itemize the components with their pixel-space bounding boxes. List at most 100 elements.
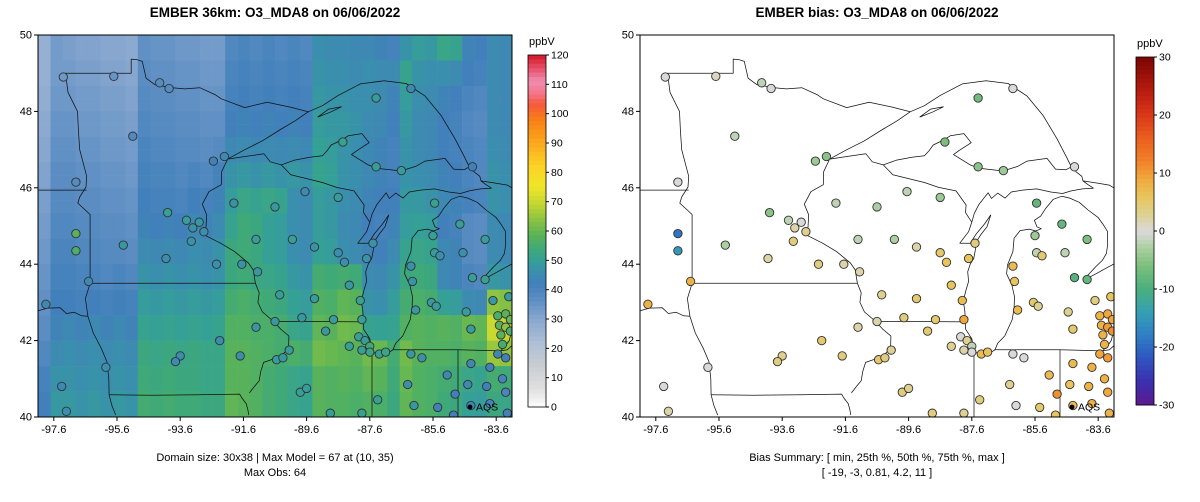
colorbar-tick-label: 30 (551, 314, 563, 326)
station-marker-obs (57, 381, 67, 392)
colorbar-tick-label: 40 (551, 284, 563, 296)
station-marker-bias (643, 299, 653, 309)
station-marker-bias (660, 72, 670, 82)
station-marker-bias (922, 326, 933, 336)
x-tick-label: -95.6 (706, 424, 731, 436)
station-marker-obs (396, 165, 407, 176)
station-marker-bias (766, 83, 776, 94)
station-marker-bias (903, 383, 914, 394)
colorbar-tick-label: 0 (1159, 226, 1165, 238)
station-marker-bias (959, 408, 969, 417)
y-tick-label: 44 (622, 259, 634, 271)
station-marker-bias (1057, 219, 1067, 229)
left-caption-line2: Max Obs: 64 (243, 467, 307, 479)
border-line (308, 80, 470, 167)
border-line (994, 195, 1114, 352)
station-marker-obs (461, 307, 471, 317)
station-marker-bias (854, 267, 865, 277)
station-marker-obs (208, 156, 219, 166)
station-marker-obs (328, 314, 339, 325)
border-line (829, 153, 884, 166)
border-line (687, 283, 712, 395)
station-marker-bias (685, 276, 696, 287)
station-marker-obs (458, 248, 468, 258)
station-marker-obs (71, 177, 81, 187)
left-panel-title: EMBER 36km: O3_MDA8 on 06/06/2022 (149, 5, 401, 20)
station-marker-obs (493, 311, 503, 321)
station-marker-bias (1037, 251, 1047, 261)
station-marker-obs (237, 259, 247, 269)
right-colorbar: 30 20 10 0 -10 -20 -30 ppbV (1135, 38, 1174, 412)
station-marker-bias (1044, 370, 1054, 380)
station-marker-obs (170, 356, 181, 367)
border-line (883, 164, 973, 223)
station-marker-obs (333, 248, 343, 258)
station-marker-bias (1030, 230, 1040, 241)
x-tick-label: -89.6 (896, 424, 921, 436)
border-line (369, 187, 492, 223)
colorbar-tick-label: 20 (551, 343, 563, 355)
border-line (85, 283, 110, 395)
station-marker-obs (355, 295, 365, 306)
station-marker-bias (673, 177, 683, 187)
station-marker-obs (406, 349, 416, 359)
station-marker-bias (831, 198, 841, 208)
station-marker-obs (284, 345, 294, 355)
colorbar-tick-label: 70 (551, 196, 563, 208)
border-line (281, 133, 470, 172)
station-marker-obs (467, 162, 478, 172)
station-marker-bias (957, 295, 967, 306)
station-marker-bias (1099, 374, 1110, 384)
station-marker-bias (899, 313, 909, 323)
station-marker-obs (71, 228, 81, 239)
station-marker-bias (659, 381, 669, 392)
colorbar-tick-label: 20 (1159, 110, 1171, 122)
station-marker-bias (941, 257, 952, 267)
border-line (227, 153, 282, 166)
colorbar-tick-label: 100 (551, 108, 569, 120)
station-marker-bias (1082, 234, 1092, 245)
station-marker-bias (711, 71, 721, 81)
plot-frame (37, 34, 513, 418)
border-line (803, 158, 858, 284)
colorbar-tick-label: -20 (1159, 342, 1174, 354)
station-marker-obs (309, 242, 320, 252)
station-marker-obs (361, 253, 372, 264)
station-marker-bias (973, 162, 983, 172)
station-marker-bias (1063, 307, 1073, 317)
station-marker-bias (1103, 353, 1113, 363)
border-line (711, 393, 852, 416)
plot-frame (639, 34, 1115, 418)
station-marker-bias (730, 131, 740, 141)
border-line (357, 214, 390, 244)
station-marker-bias (1068, 324, 1078, 334)
station-marker-bias (772, 356, 783, 367)
border-line (317, 106, 342, 118)
station-marker-bias (801, 227, 811, 237)
station-marker-obs (406, 83, 416, 94)
station-marker-obs (252, 267, 263, 277)
station-marker-bias (853, 234, 863, 245)
station-marker-bias (837, 351, 847, 361)
station-marker-bias (975, 395, 985, 405)
station-marker-obs (407, 276, 418, 287)
border-line (65, 73, 91, 284)
station-marker-obs (433, 402, 443, 413)
station-marker-obs (162, 207, 173, 218)
station-marker-bias (902, 186, 912, 197)
x-tick-label: -97.6 (41, 424, 66, 436)
station-marker-bias (673, 228, 683, 239)
station-marker-bias (973, 93, 983, 103)
station-marker-obs (58, 72, 68, 82)
colorbar-tick-label: 120 (551, 50, 569, 62)
x-tick-label: -83.6 (1086, 424, 1111, 436)
station-marker-obs (463, 379, 473, 390)
station-marker-bias (1098, 330, 1108, 340)
station-marker-obs (235, 351, 245, 361)
station-marker-bias (1008, 261, 1018, 271)
station-marker-bias (927, 408, 937, 417)
border-line (500, 345, 512, 352)
station-marker-bias (959, 345, 969, 355)
x-tick-label: -91.6 (231, 424, 256, 436)
station-marker-bias (1069, 162, 1080, 172)
